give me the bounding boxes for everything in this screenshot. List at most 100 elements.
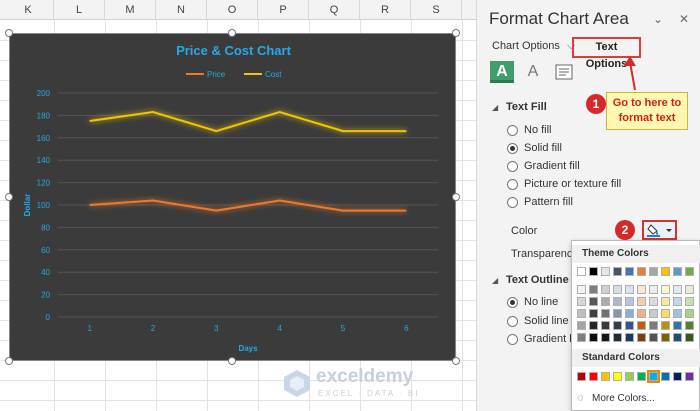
theme-shade-swatch[interactable] xyxy=(661,285,670,294)
theme-color-swatch[interactable] xyxy=(613,267,622,276)
collapse-triangle-icon[interactable]: ◢ xyxy=(492,276,499,285)
theme-shade-swatch[interactable] xyxy=(649,309,658,318)
standard-color-swatch[interactable] xyxy=(577,372,586,381)
theme-shade-swatch[interactable] xyxy=(601,285,610,294)
column-header-m[interactable]: M xyxy=(105,0,156,20)
theme-shade-swatch[interactable] xyxy=(601,321,610,330)
theme-shade-swatch[interactable] xyxy=(589,285,598,294)
theme-shade-swatch[interactable] xyxy=(625,285,634,294)
dropdown-icon[interactable]: ⌄ xyxy=(653,12,664,26)
theme-shade-swatch[interactable] xyxy=(577,297,586,306)
theme-shade-swatch[interactable] xyxy=(601,333,610,342)
font-color-button[interactable] xyxy=(642,220,677,240)
text-fill-outline-icon[interactable]: A xyxy=(490,61,514,83)
resize-handle-right[interactable] xyxy=(452,193,460,201)
theme-color-swatch[interactable] xyxy=(673,267,682,276)
theme-shade-swatch[interactable] xyxy=(673,297,682,306)
theme-shade-swatch[interactable] xyxy=(625,321,634,330)
theme-shade-swatch[interactable] xyxy=(589,297,598,306)
close-icon[interactable]: ✕ xyxy=(679,12,690,26)
theme-shade-swatch[interactable] xyxy=(589,321,598,330)
theme-shade-swatch[interactable] xyxy=(685,309,694,318)
standard-color-swatch[interactable] xyxy=(647,370,660,383)
standard-color-swatch[interactable] xyxy=(613,372,622,381)
standard-color-swatch[interactable] xyxy=(601,372,610,381)
theme-shade-swatch[interactable] xyxy=(613,321,622,330)
theme-shade-swatch[interactable] xyxy=(613,309,622,318)
theme-shade-swatch[interactable] xyxy=(601,309,610,318)
column-header-k[interactable]: K xyxy=(3,0,54,20)
textbox-icon[interactable] xyxy=(552,61,576,83)
resize-handle-top-right[interactable] xyxy=(452,29,460,37)
theme-shade-swatch[interactable] xyxy=(589,333,598,342)
radio-solid-fill[interactable] xyxy=(507,142,518,154)
option-pattern-fill[interactable]: Pattern fill xyxy=(507,196,573,208)
theme-color-swatch[interactable] xyxy=(685,267,694,276)
theme-color-swatch[interactable] xyxy=(649,267,658,276)
option-no-fill[interactable]: No fill xyxy=(507,124,552,136)
column-header-q[interactable]: Q xyxy=(309,0,360,20)
theme-shade-swatch[interactable] xyxy=(613,297,622,306)
theme-shade-swatch[interactable] xyxy=(673,333,682,342)
option-gradient-line[interactable]: Gradient line xyxy=(507,333,586,345)
theme-shade-swatch[interactable] xyxy=(649,285,658,294)
radio-no-fill[interactable] xyxy=(507,124,518,136)
theme-shade-swatch[interactable] xyxy=(673,309,682,318)
resize-handle-left[interactable] xyxy=(5,193,13,201)
theme-shade-swatch[interactable] xyxy=(661,297,670,306)
option-gradient-fill[interactable]: Gradient fill xyxy=(507,160,580,172)
text-effects-icon[interactable]: A xyxy=(527,63,539,80)
column-header-n[interactable]: N xyxy=(156,0,207,20)
resize-handle-top[interactable] xyxy=(228,29,236,37)
column-header-p[interactable]: P xyxy=(258,0,309,20)
theme-color-swatch[interactable] xyxy=(601,267,610,276)
theme-shade-swatch[interactable] xyxy=(673,321,682,330)
theme-shade-swatch[interactable] xyxy=(649,333,658,342)
theme-shade-swatch[interactable] xyxy=(577,321,586,330)
theme-shade-swatch[interactable] xyxy=(577,333,586,342)
radio-no-line[interactable] xyxy=(507,296,518,308)
theme-shade-swatch[interactable] xyxy=(613,333,622,342)
column-header-s[interactable]: S xyxy=(411,0,462,20)
standard-color-swatch[interactable] xyxy=(673,372,682,381)
standard-color-swatch[interactable] xyxy=(685,372,694,381)
tab-text-options[interactable]: Text Options xyxy=(572,37,641,70)
standard-color-swatch[interactable] xyxy=(589,372,598,381)
theme-shade-swatch[interactable] xyxy=(577,285,586,294)
theme-color-swatch[interactable] xyxy=(589,267,598,276)
radio-gradient-line[interactable] xyxy=(507,333,518,345)
theme-shade-swatch[interactable] xyxy=(661,309,670,318)
column-header-r[interactable]: R xyxy=(360,0,411,20)
standard-color-swatch[interactable] xyxy=(625,372,634,381)
more-colors-link[interactable]: More Colors... xyxy=(592,393,655,404)
theme-shade-swatch[interactable] xyxy=(601,297,610,306)
theme-color-swatch[interactable] xyxy=(637,267,646,276)
resize-handle-bottom-right[interactable] xyxy=(452,357,460,365)
theme-shade-swatch[interactable] xyxy=(649,297,658,306)
theme-shade-swatch[interactable] xyxy=(685,321,694,330)
theme-shade-swatch[interactable] xyxy=(637,321,646,330)
theme-shade-swatch[interactable] xyxy=(661,321,670,330)
theme-shade-swatch[interactable] xyxy=(577,309,586,318)
resize-handle-top-left[interactable] xyxy=(5,29,13,37)
option-no-line[interactable]: No line xyxy=(507,296,558,308)
theme-shade-swatch[interactable] xyxy=(589,309,598,318)
theme-shade-swatch[interactable] xyxy=(613,285,622,294)
theme-shade-swatch[interactable] xyxy=(625,309,634,318)
theme-shade-swatch[interactable] xyxy=(637,333,646,342)
radio-gradient-fill[interactable] xyxy=(507,160,518,172)
theme-shade-swatch[interactable] xyxy=(685,297,694,306)
column-header-o[interactable]: O xyxy=(207,0,258,20)
theme-shade-swatch[interactable] xyxy=(625,297,634,306)
theme-shade-swatch[interactable] xyxy=(685,285,694,294)
radio-pattern-fill[interactable] xyxy=(507,196,518,208)
standard-color-swatch[interactable] xyxy=(637,372,646,381)
text-fill-heading[interactable]: Text Fill xyxy=(506,101,547,113)
column-header-l[interactable]: L xyxy=(54,0,105,20)
tab-chart-options[interactable]: Chart Options ⌵ xyxy=(492,40,575,53)
chart-title[interactable]: Price & Cost Chart xyxy=(176,43,291,58)
theme-shade-swatch[interactable] xyxy=(637,285,646,294)
theme-shade-swatch[interactable] xyxy=(637,297,646,306)
radio-picture-fill[interactable] xyxy=(507,178,518,190)
